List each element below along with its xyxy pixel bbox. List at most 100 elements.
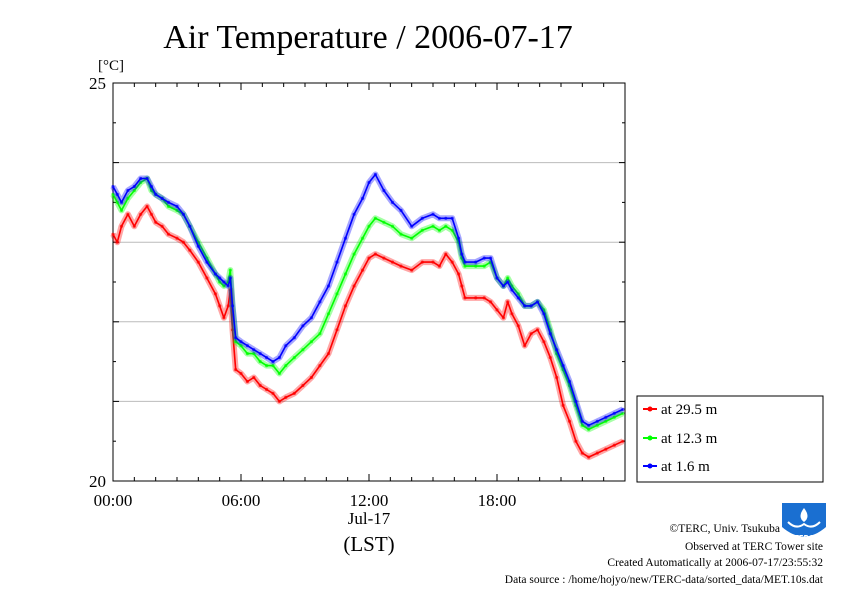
data-point — [548, 356, 552, 360]
data-point — [595, 423, 599, 427]
legend-box — [636, 395, 824, 483]
data-point — [265, 364, 269, 368]
data-point — [460, 284, 464, 288]
data-point — [218, 276, 222, 280]
series-halo — [110, 203, 625, 461]
data-point — [482, 256, 486, 260]
data-point — [258, 352, 262, 356]
data-point — [228, 268, 232, 272]
data-point — [542, 340, 546, 344]
footer-copyright: ©TERC, Univ. Tsukuba — [670, 523, 780, 535]
data-point — [230, 304, 235, 308]
data-point — [529, 332, 533, 336]
data-point — [595, 451, 599, 455]
series-halo — [110, 171, 625, 429]
data-point — [154, 220, 158, 224]
data-point — [284, 364, 288, 368]
data-point — [463, 264, 467, 268]
data-point — [218, 304, 222, 308]
data-point — [239, 344, 243, 348]
data-point — [501, 284, 505, 288]
footer-observed: Observed at TERC Tower site — [685, 541, 823, 553]
data-point — [367, 180, 371, 185]
data-point — [301, 324, 305, 328]
data-point — [166, 232, 171, 236]
legend-marker-29-5m — [647, 406, 653, 412]
data-point — [561, 364, 565, 368]
data-point — [145, 176, 149, 181]
data-point — [271, 364, 275, 368]
data-point — [555, 348, 559, 352]
data-point — [574, 439, 578, 443]
data-point — [561, 403, 565, 407]
data-point — [126, 212, 130, 216]
x-tick-label: 00:00 — [94, 491, 133, 510]
data-point — [175, 208, 179, 212]
data-point — [196, 260, 200, 264]
legend: at 29.5 m at 12.3 m at 1.6 m — [636, 395, 824, 483]
data-point — [450, 260, 454, 264]
data-point — [410, 268, 414, 272]
data-point — [604, 415, 608, 419]
data-point — [373, 172, 377, 177]
data-point — [457, 272, 461, 276]
data-point — [489, 256, 493, 260]
data-point — [431, 224, 435, 228]
data-point — [222, 280, 226, 284]
data-point — [612, 443, 616, 447]
data-point — [535, 300, 540, 304]
data-point — [318, 300, 322, 304]
data-point — [277, 371, 281, 376]
data-point — [318, 364, 322, 368]
data-point — [474, 260, 478, 264]
data-point — [277, 356, 281, 360]
data-point — [495, 276, 499, 280]
data-point — [139, 180, 143, 185]
x-tick-label: 12:00 — [350, 491, 389, 510]
data-point — [111, 232, 115, 236]
data-point — [149, 188, 153, 193]
x-tick-label: 06:00 — [222, 491, 261, 510]
data-point — [335, 328, 339, 332]
data-point — [367, 224, 371, 228]
data-point — [542, 312, 546, 316]
data-point — [132, 188, 136, 193]
data-point — [326, 312, 331, 316]
data-point — [252, 348, 256, 352]
data-point — [160, 196, 164, 200]
series-line-at-12-3-m — [112, 177, 624, 431]
data-point — [361, 268, 365, 272]
data-point — [574, 399, 578, 403]
data-point — [258, 383, 262, 388]
data-point — [119, 208, 124, 212]
data-point — [226, 304, 230, 308]
data-point — [132, 184, 136, 189]
data-point — [284, 395, 288, 399]
data-point — [450, 228, 454, 232]
data-point — [410, 224, 414, 228]
data-point — [166, 200, 171, 204]
data-point — [587, 427, 591, 431]
data-point — [222, 316, 226, 320]
x-tick-label: 18:00 — [478, 491, 517, 510]
data-point — [463, 296, 467, 300]
data-point — [149, 212, 153, 216]
data-point — [181, 240, 185, 244]
data-point — [367, 256, 371, 260]
legend-marker-1-6m — [647, 463, 653, 469]
data-point — [437, 216, 441, 220]
data-point — [252, 352, 256, 356]
data-point — [382, 220, 386, 224]
data-point — [523, 344, 527, 348]
data-point — [205, 276, 209, 280]
data-point — [463, 260, 467, 264]
data-point — [115, 192, 119, 196]
data-point — [166, 204, 171, 208]
data-point — [188, 224, 192, 228]
logo-text: TERC — [794, 534, 814, 542]
data-point — [390, 260, 395, 264]
data-point — [115, 240, 119, 244]
data-point — [284, 344, 288, 348]
data-point — [501, 316, 505, 320]
